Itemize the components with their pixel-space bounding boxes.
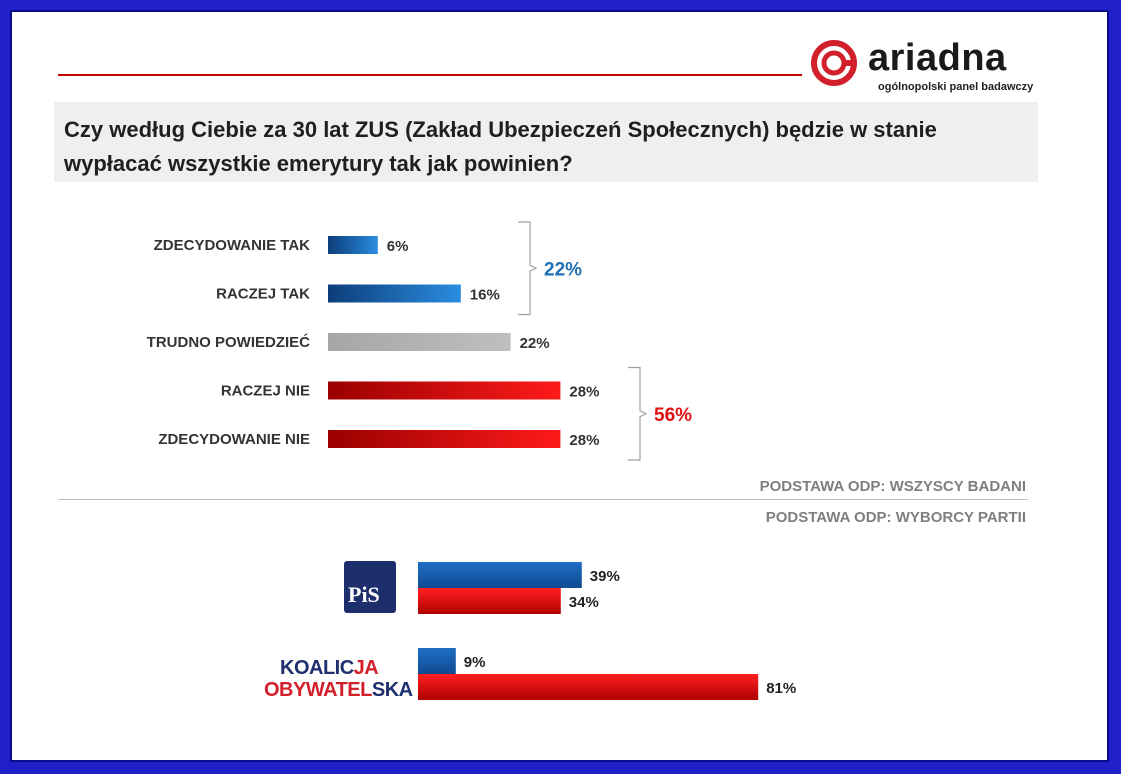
category-label: RACZEJ TAK bbox=[216, 286, 310, 303]
bar-value-label: 22% bbox=[520, 335, 550, 352]
bar-value-label: 28% bbox=[569, 432, 599, 449]
ko-logo-line1: KOALICJA bbox=[280, 657, 379, 679]
question-title: Czy według Ciebie za 30 lat ZUS (Zakład … bbox=[64, 117, 937, 176]
basis-parties-label: PODSTAWA ODP: WYBORCY PARTII bbox=[765, 509, 1026, 526]
pis-logo-text: PiS bbox=[348, 582, 380, 607]
party-bar-value-label: 9% bbox=[464, 654, 486, 671]
party-bar bbox=[418, 562, 582, 588]
bar bbox=[328, 333, 511, 351]
slide-frame: ariadna ogólnopolski panel badawczy Czy … bbox=[10, 10, 1109, 762]
ko-logo-line2: OBYWATELSKA bbox=[264, 679, 413, 701]
logo-subtitle: ogólnopolski panel badawczy bbox=[878, 81, 1034, 93]
pis-logo-icon bbox=[344, 561, 396, 613]
bar-value-label: 16% bbox=[470, 287, 500, 304]
bar-value-label: 6% bbox=[387, 238, 409, 255]
category-label: ZDECYDOWANIE TAK bbox=[154, 237, 311, 254]
bar bbox=[328, 284, 461, 303]
basis-all-label: PODSTAWA ODP: WSZYSCY BADANI bbox=[759, 478, 1026, 495]
party-bar-value-label: 34% bbox=[569, 594, 599, 611]
party-bar bbox=[418, 674, 759, 700]
group-bracket bbox=[518, 221, 538, 316]
party-bar bbox=[418, 648, 456, 674]
party-bar bbox=[418, 588, 561, 614]
bar bbox=[328, 430, 561, 448]
category-label: TRUDNO POWIEDZIEĆ bbox=[147, 333, 310, 351]
party-bar-value-label: 81% bbox=[766, 680, 796, 697]
section-divider bbox=[58, 499, 1028, 500]
group-total-label: 22% bbox=[544, 259, 582, 280]
category-label: RACZEJ NIE bbox=[221, 383, 310, 400]
bar bbox=[328, 381, 561, 400]
logo-wordmark: ariadna bbox=[868, 37, 1007, 79]
header-rule bbox=[58, 74, 802, 76]
category-label: ZDECYDOWANIE NIE bbox=[158, 431, 310, 448]
party-bar-value-label: 39% bbox=[590, 568, 620, 585]
question-box bbox=[54, 102, 1038, 182]
bar bbox=[328, 236, 378, 254]
bar-value-label: 28% bbox=[569, 384, 599, 401]
ariadna-logo-icon bbox=[811, 40, 857, 86]
group-total-label: 56% bbox=[654, 405, 692, 426]
group-bracket bbox=[628, 366, 648, 461]
